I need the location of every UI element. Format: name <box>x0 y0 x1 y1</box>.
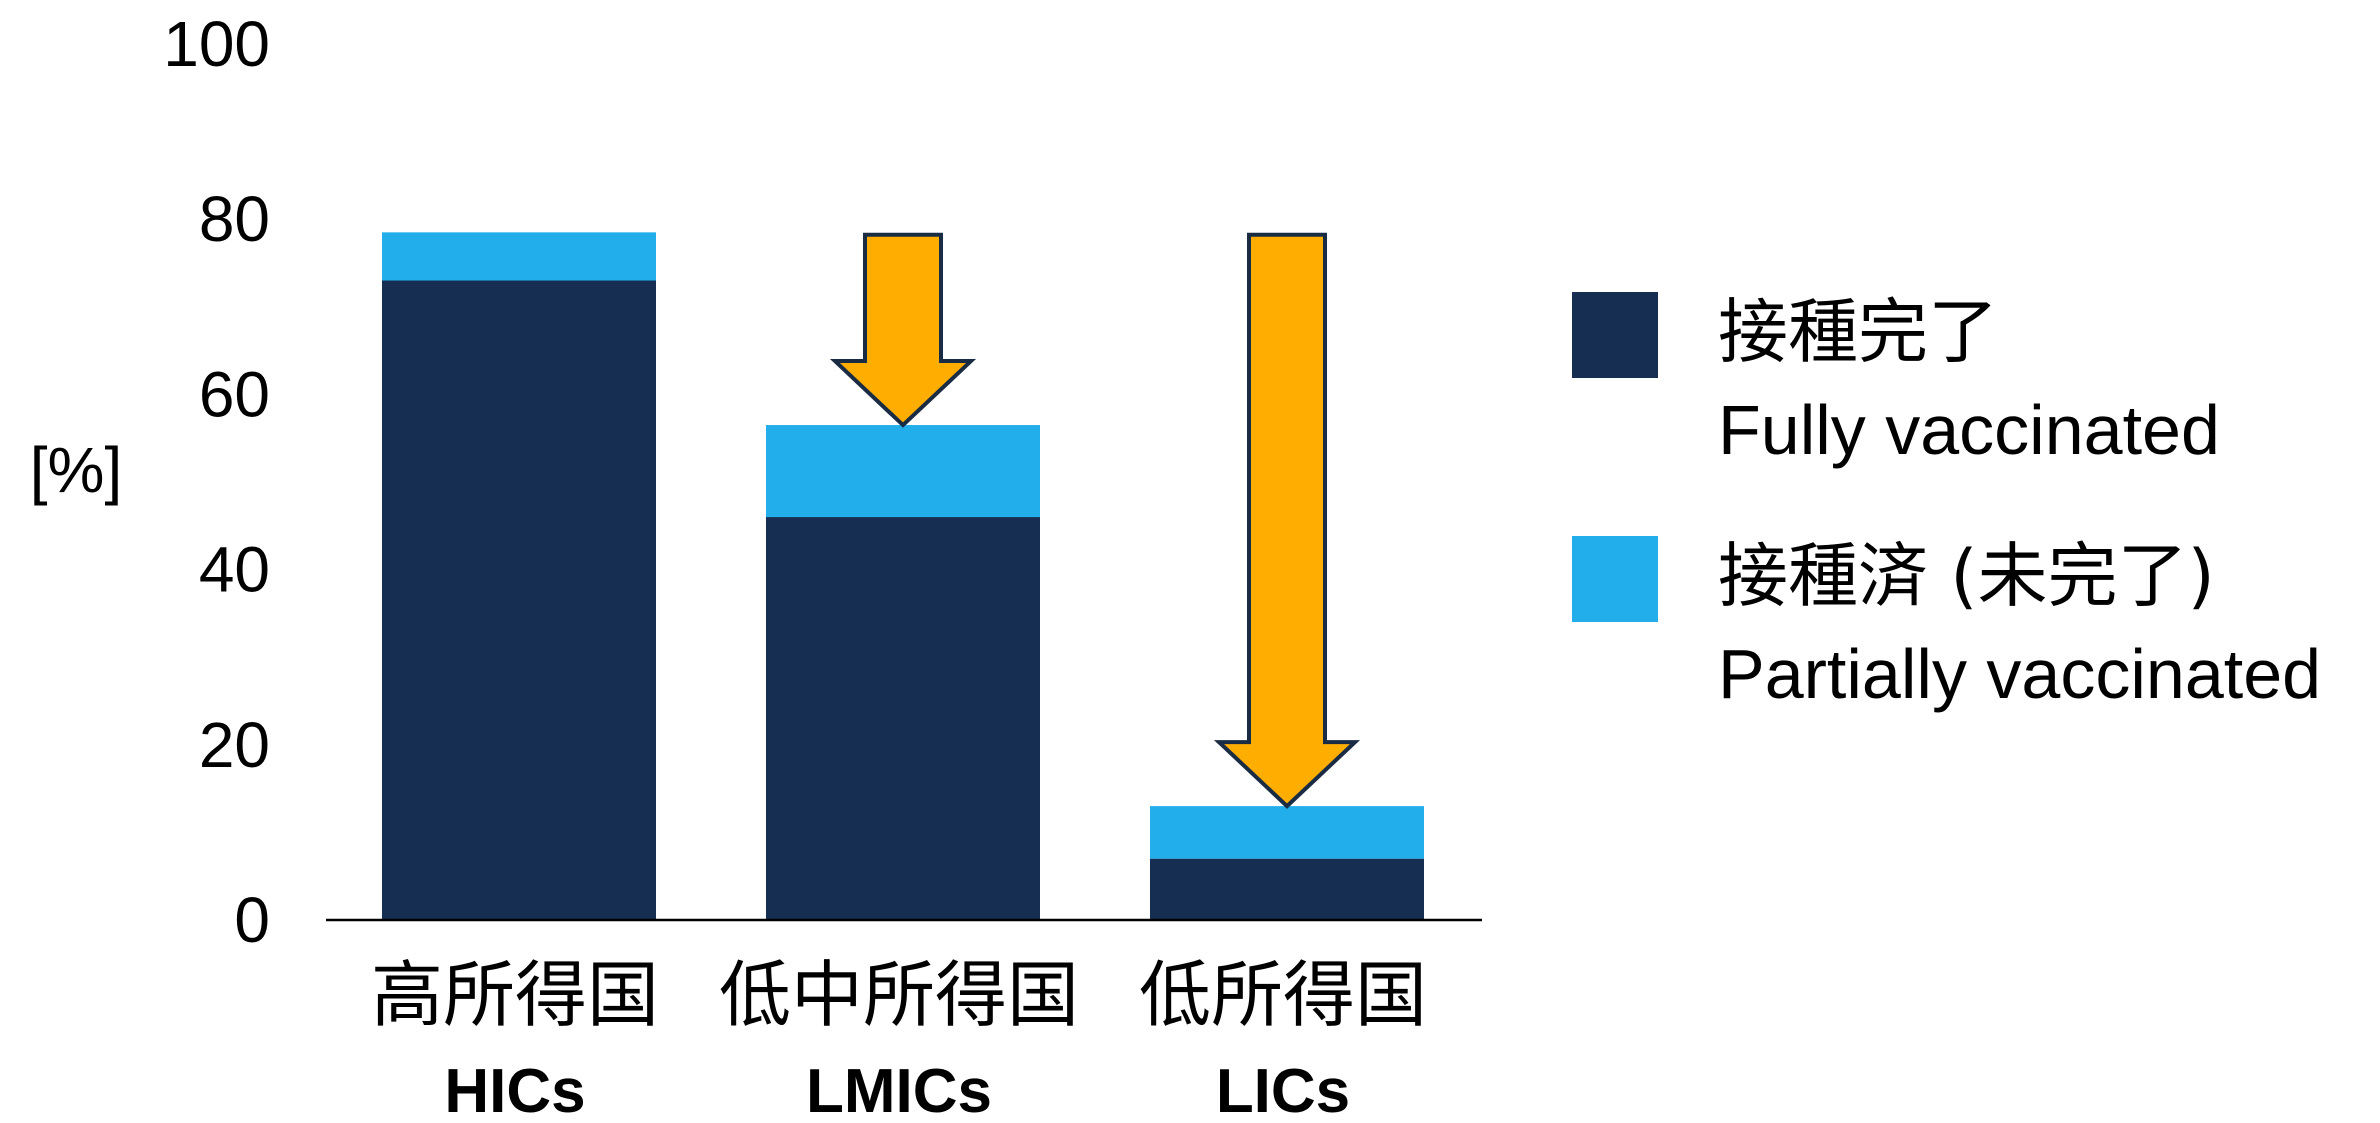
legend-label-en: Partially vaccinated <box>1718 635 2321 713</box>
y-tick-label: 100 <box>163 8 270 80</box>
y-tick-label: 20 <box>199 709 270 781</box>
y-axis-ticks: 0 20 40 60 80 100 <box>163 8 270 956</box>
legend-label-en: Fully vaccinated <box>1718 391 2220 469</box>
category-label-jp: 低所得国 <box>1139 953 1427 1037</box>
category-label-en: LICs <box>1216 1057 1350 1123</box>
bar-fully-lics <box>1150 858 1424 920</box>
legend: 接種完了 Fully vaccinated 接種済 (未完了) Partially v… <box>1572 291 2321 713</box>
bar-fully-hics <box>382 280 656 920</box>
y-tick-label: 40 <box>199 534 270 606</box>
y-tick-label: 0 <box>234 884 270 956</box>
legend-item-fully: 接種完了 Fully vaccinated <box>1572 291 2220 469</box>
y-axis-label: [%] <box>30 434 122 506</box>
arrows <box>829 232 1361 809</box>
category-label-jp: 低中所得国 <box>719 953 1079 1037</box>
x-axis-labels: 高所得国 HICs 低中所得国 LMICs 低所得国 LICs <box>371 953 1427 1123</box>
legend-item-partial: 接種済 (未完了) Partially vaccinated <box>1572 535 2321 713</box>
bar-partial-lics <box>1150 806 1424 859</box>
arrow-down-lmics <box>829 232 977 428</box>
legend-label-jp: 接種完了 <box>1718 291 1998 373</box>
legend-label-jp: 接種済 (未完了) <box>1718 535 2215 617</box>
bar-fully-lmics <box>766 517 1040 920</box>
category-label-en: LMICs <box>806 1057 992 1123</box>
category-label-en: HICs <box>444 1057 585 1123</box>
bar-partial-lmics <box>766 425 1040 518</box>
category-label-jp: 高所得国 <box>371 953 659 1037</box>
arrow-down-lics <box>1213 232 1361 809</box>
legend-swatch <box>1572 536 1658 622</box>
legend-swatch <box>1572 292 1658 378</box>
y-tick-label: 60 <box>199 358 270 430</box>
y-tick-label: 80 <box>199 183 270 255</box>
bars <box>382 232 1424 920</box>
bar-partial-hics <box>382 232 656 281</box>
